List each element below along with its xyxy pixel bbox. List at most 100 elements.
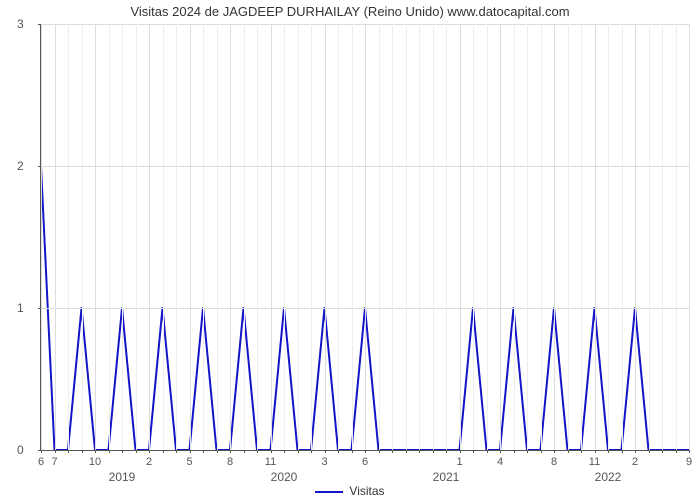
x-tick (365, 450, 366, 453)
x-tick-label: 8 (551, 456, 557, 468)
vminor-line (122, 24, 123, 450)
vgrid-line (595, 24, 596, 450)
vgrid-line (460, 24, 461, 450)
x-tick (554, 450, 555, 453)
chart-title: Visitas 2024 de JAGDEEP DURHAILAY (Reino… (0, 4, 700, 19)
x-tick-label: 2 (632, 456, 638, 468)
vminor-line (541, 24, 542, 450)
x-tick (581, 450, 582, 453)
x-tick-label: 3 (321, 456, 327, 468)
vminor-line (338, 24, 339, 450)
x-tick (473, 450, 474, 453)
vgrid-line (554, 24, 555, 450)
vminor-line (163, 24, 164, 450)
x-tick-label: 4 (497, 456, 503, 468)
vminor-line (487, 24, 488, 450)
vgrid-line (635, 24, 636, 450)
x-tick (230, 450, 231, 453)
x-tick-label: 10 (89, 456, 101, 468)
vgrid-line (41, 24, 42, 450)
x-tick (95, 450, 96, 453)
x-tick (338, 450, 339, 453)
legend-label: Visitas (349, 484, 384, 498)
vminor-line (622, 24, 623, 450)
year-label: 2022 (595, 470, 622, 484)
x-tick (352, 450, 353, 453)
x-tick (284, 450, 285, 453)
vgrid-line (95, 24, 96, 450)
x-tick (622, 450, 623, 453)
x-tick (527, 450, 528, 453)
x-tick (217, 450, 218, 453)
x-tick (487, 450, 488, 453)
x-tick (82, 450, 83, 453)
x-tick (257, 450, 258, 453)
x-tick (608, 450, 609, 453)
x-tick (136, 450, 137, 453)
x-tick (406, 450, 407, 453)
vminor-line (662, 24, 663, 450)
vminor-line (379, 24, 380, 450)
vminor-line (527, 24, 528, 450)
x-tick (298, 450, 299, 453)
legend-swatch (315, 491, 343, 493)
x-tick (460, 450, 461, 453)
x-tick (568, 450, 569, 453)
vminor-line (298, 24, 299, 450)
vgrid-line (689, 24, 690, 450)
x-tick (41, 450, 42, 453)
y-tick-label: 3 (17, 17, 24, 31)
vminor-line (311, 24, 312, 450)
x-tick (676, 450, 677, 453)
x-tick (122, 450, 123, 453)
vminor-line (217, 24, 218, 450)
vgrid-line (365, 24, 366, 450)
vminor-line (257, 24, 258, 450)
x-tick (55, 450, 56, 453)
x-tick-label: 11 (265, 456, 276, 468)
x-tick (595, 450, 596, 453)
vgrid-line (190, 24, 191, 450)
vminor-line (244, 24, 245, 450)
vminor-line (82, 24, 83, 450)
vminor-line (203, 24, 204, 450)
x-tick (176, 450, 177, 453)
x-tick (541, 450, 542, 453)
year-label: 2020 (271, 470, 298, 484)
vminor-line (514, 24, 515, 450)
year-label: 2021 (433, 470, 460, 484)
vminor-line (406, 24, 407, 450)
vgrid-line (55, 24, 56, 450)
x-tick-label: 5 (186, 456, 192, 468)
vminor-line (568, 24, 569, 450)
x-tick (689, 450, 690, 453)
vminor-line (581, 24, 582, 450)
vminor-line (176, 24, 177, 450)
x-tick (379, 450, 380, 453)
y-tick-label: 2 (17, 159, 24, 173)
vminor-line (649, 24, 650, 450)
x-tick-label: 9 (686, 456, 692, 468)
x-tick (244, 450, 245, 453)
chart-container: Visitas 2024 de JAGDEEP DURHAILAY (Reino… (0, 0, 700, 500)
x-tick-label: 6 (362, 456, 368, 468)
y-tick-label: 1 (17, 301, 24, 315)
x-tick (325, 450, 326, 453)
x-tick (649, 450, 650, 453)
x-tick-label: 8 (227, 456, 233, 468)
vminor-line (433, 24, 434, 450)
x-tick (190, 450, 191, 453)
vgrid-line (230, 24, 231, 450)
vminor-line (109, 24, 110, 450)
x-tick (419, 450, 420, 453)
vminor-line (284, 24, 285, 450)
x-tick (271, 450, 272, 453)
x-tick-label: 11 (589, 456, 600, 468)
year-label: 2019 (109, 470, 136, 484)
x-tick (514, 450, 515, 453)
x-tick (203, 450, 204, 453)
vminor-line (352, 24, 353, 450)
vminor-line (446, 24, 447, 450)
x-tick (500, 450, 501, 453)
x-tick (392, 450, 393, 453)
